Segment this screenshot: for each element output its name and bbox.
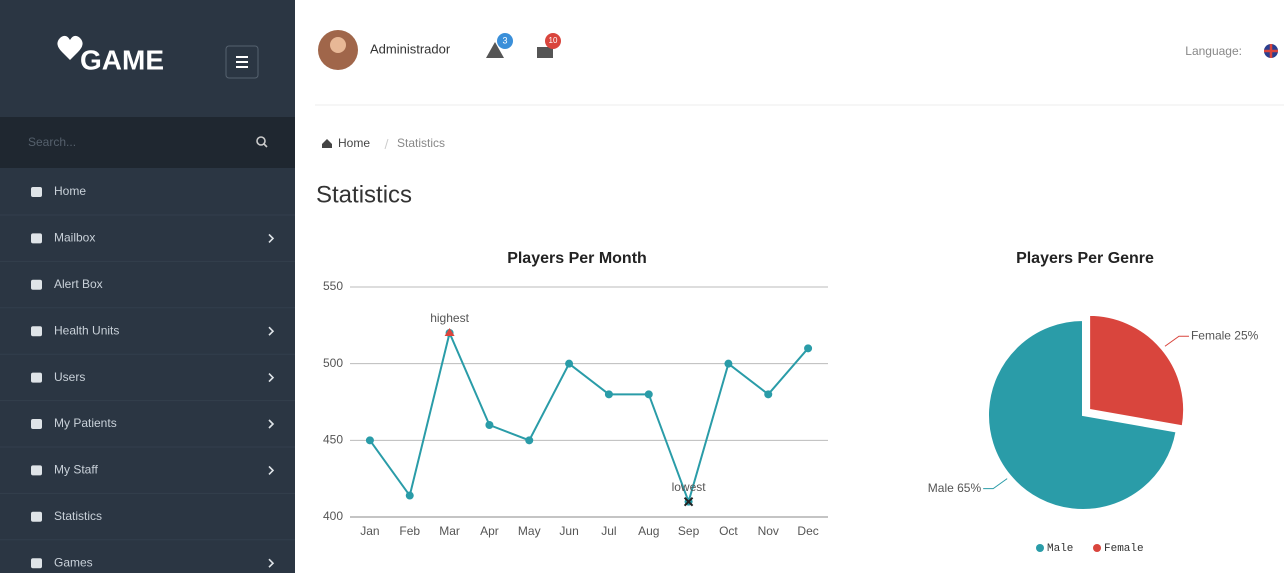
x-tick-label: May — [518, 524, 541, 538]
page-title: Statistics — [316, 181, 412, 208]
data-point — [366, 436, 374, 444]
slice-label: Male 65% — [928, 481, 982, 495]
legend-label[interactable]: Female — [1104, 543, 1144, 555]
data-line — [370, 333, 808, 502]
data-point — [605, 390, 613, 398]
slice-label: Female 25% — [1191, 328, 1259, 342]
menu-item[interactable] — [0, 494, 295, 540]
menu-label: My Staff — [54, 463, 98, 477]
menu-item[interactable] — [0, 169, 295, 215]
menu-label: Alert Box — [54, 277, 103, 291]
data-point — [724, 360, 732, 368]
menu-item[interactable] — [0, 355, 295, 401]
data-point — [645, 390, 653, 398]
y-tick-label: 450 — [323, 433, 343, 447]
language-label: Language: — [1185, 44, 1242, 58]
menu-item[interactable] — [0, 262, 295, 308]
search-placeholder: Search... — [28, 135, 76, 149]
leader-line — [983, 479, 1007, 489]
menu-icon — [31, 187, 42, 197]
mail-icon[interactable] — [537, 47, 553, 58]
x-tick-label: Jul — [601, 524, 616, 538]
data-point — [764, 390, 772, 398]
breadcrumb-current: Statistics — [397, 136, 445, 150]
x-tick-label: Apr — [480, 524, 499, 538]
user-name[interactable]: Administrador — [370, 41, 451, 56]
annotation: highest — [430, 311, 469, 325]
screen: GAME Search... Home Mailbox Alert Box Healt… — [0, 0, 1284, 573]
x-tick-label: Jan — [360, 524, 379, 538]
menu-item[interactable] — [0, 308, 295, 354]
y-tick-label: 400 — [323, 509, 343, 523]
menu-item[interactable] — [0, 215, 295, 261]
menu-icon — [31, 373, 42, 383]
menu-label: Home — [54, 184, 86, 198]
menu-icon — [31, 512, 42, 522]
menu-item[interactable] — [0, 447, 295, 493]
x-tick-label: Aug — [638, 524, 659, 538]
menu-label: Health Units — [54, 323, 119, 337]
menu-label: Users — [54, 370, 85, 384]
chart-title: Players Per Month — [507, 250, 647, 267]
menu-icon — [31, 419, 42, 429]
x-tick-label: Nov — [758, 524, 779, 538]
menu-item[interactable] — [0, 401, 295, 447]
avatar-face — [330, 37, 346, 53]
legend-swatch — [1093, 544, 1101, 552]
menu: Home Mailbox Alert Box Health Units Users My … — [0, 169, 295, 573]
menu-icon — [31, 280, 42, 290]
alert-count: 3 — [502, 35, 507, 45]
data-point — [406, 492, 414, 500]
x-tick-label: Jun — [559, 524, 578, 538]
menu-label: Statistics — [54, 509, 102, 523]
menu-icon — [31, 465, 42, 475]
x-tick-label: Feb — [399, 524, 420, 538]
menu-icon — [31, 233, 42, 243]
menu-icon — [31, 326, 42, 336]
x-tick-label: Sep — [678, 524, 700, 538]
breadcrumb-home[interactable]: Home — [338, 136, 370, 150]
data-point — [525, 436, 533, 444]
data-point — [804, 344, 812, 352]
y-tick-label: 550 — [323, 279, 343, 293]
x-tick-label: Mar — [439, 524, 460, 538]
home-icon — [322, 139, 332, 148]
breadcrumb-separator — [385, 139, 388, 149]
chart-title: Players Per Genre — [1016, 250, 1154, 267]
legend-swatch — [1036, 544, 1044, 552]
menu-label: Games — [54, 555, 93, 569]
y-tick-label: 500 — [323, 356, 343, 370]
charts: Players Per Month 400 450 500 550 Jan Feb Mar Ap… — [323, 250, 1259, 555]
annotation: lowest — [672, 480, 707, 494]
pie-slice — [1089, 315, 1184, 426]
x-tick-label: Dec — [797, 524, 818, 538]
menu-icon — [31, 558, 42, 568]
data-point — [565, 360, 573, 368]
leader-line — [1165, 336, 1189, 346]
data-point — [485, 421, 493, 429]
x-tick-label: Oct — [719, 524, 738, 538]
menu-label: Mailbox — [54, 231, 95, 245]
menu-item[interactable] — [0, 540, 295, 573]
mail-count: 10 — [549, 36, 558, 45]
menu-label: My Patients — [54, 416, 117, 430]
logo: GAME — [80, 44, 164, 75]
page: GAME Search... Home Mailbox Alert Box Healt… — [0, 0, 1284, 573]
legend-label[interactable]: Male — [1047, 543, 1073, 555]
